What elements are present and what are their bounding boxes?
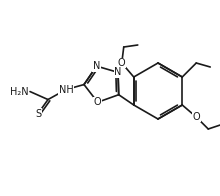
Text: O: O [118, 58, 126, 68]
Text: N: N [93, 61, 100, 71]
Text: H₂N: H₂N [10, 87, 29, 97]
Text: S: S [35, 109, 41, 119]
Text: N: N [114, 67, 122, 77]
Text: O: O [192, 112, 200, 122]
Text: NH: NH [59, 84, 73, 94]
Text: O: O [94, 97, 101, 107]
